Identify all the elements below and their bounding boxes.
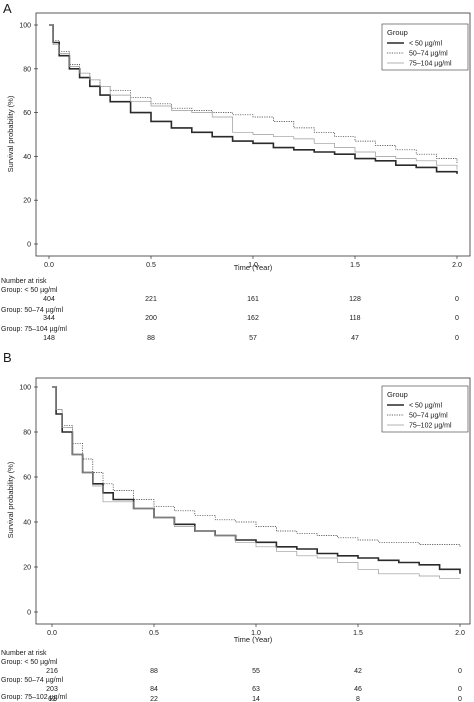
risk-table-a: Number at risk Group: < 50 µg/ml Group: … <box>1 278 459 342</box>
y-tick-label: 40 <box>23 520 31 527</box>
panel-a: A Survival probability (%) Time (Year) 0… <box>1 1 471 342</box>
series-group-a <box>49 24 458 174</box>
legend-label-b-3: 75–102 µg/ml <box>409 423 452 430</box>
risk-count: 57 <box>249 335 257 342</box>
y-tick-label: 0 <box>27 610 31 617</box>
x-ticks-b: 0.0 0.5 1.0 1.5 2.0 <box>47 624 465 637</box>
y-tick-label: 20 <box>23 565 31 572</box>
y-tick-label: 100 <box>19 385 31 392</box>
risk-count: 14 <box>252 696 260 702</box>
risk-group-label-b-2: Group: 50–74 µg/ml <box>1 677 63 684</box>
y-ticks-b: 0 20 40 60 80 100 <box>19 385 38 617</box>
legend-label-b-1: < 50 µg/ml <box>409 403 442 410</box>
y-tick-label: 0 <box>27 242 31 249</box>
legend-title-a: Group <box>387 28 408 37</box>
y-axis-title-a: Survival probability (%) <box>6 95 15 172</box>
series-line-3 <box>49 24 458 170</box>
panel-b: B Survival probability (%) Time (Year) 0… <box>1 350 471 702</box>
risk-count: 148 <box>43 335 55 342</box>
risk-count: 0 <box>455 315 459 322</box>
legend-a: Group < 50 µg/ml 50–74 µg/ml 75–104 µg/m… <box>381 23 469 71</box>
x-tick-label: 0.0 <box>44 262 54 269</box>
risk-count: 200 <box>145 315 157 322</box>
risk-count: 88 <box>147 335 155 342</box>
risk-count: 0 <box>455 335 459 342</box>
x-tick-label: 2.0 <box>455 630 465 637</box>
legend-label-a-2: 50–74 µg/ml <box>409 51 448 58</box>
risk-group-label-a-3: Group: 75–104 µg/ml <box>1 326 67 333</box>
x-tick-label: 0.0 <box>47 630 57 637</box>
panel-label-b: B <box>3 350 12 365</box>
legend-label-b-2: 50–74 µg/ml <box>409 413 448 420</box>
risk-header-b: Number at risk <box>1 650 47 657</box>
y-tick-label: 80 <box>23 66 31 73</box>
series-group-b <box>52 386 461 579</box>
series-line-2 <box>52 386 461 547</box>
legend-box-b <box>381 385 469 433</box>
x-axis-title-b: Time (Year) <box>234 635 273 644</box>
risk-count: 84 <box>150 686 158 693</box>
y-tick-label: 60 <box>23 475 31 482</box>
risk-count: 55 <box>252 668 260 675</box>
y-tick-label: 20 <box>23 198 31 205</box>
risk-count: 0 <box>458 696 462 702</box>
x-tick-label: 0.5 <box>149 630 159 637</box>
y-tick-label: 100 <box>19 23 31 30</box>
risk-count: 128 <box>349 296 361 303</box>
y-ticks-a: 0 20 40 60 80 100 <box>19 23 38 249</box>
risk-count: 0 <box>455 296 459 303</box>
legend-b: Group < 50 µg/ml 50–74 µg/ml 75–102 µg/m… <box>381 385 469 433</box>
risk-count: 0 <box>458 668 462 675</box>
risk-count: 161 <box>247 296 259 303</box>
risk-count: 46 <box>354 686 362 693</box>
y-tick-label: 60 <box>23 110 31 117</box>
risk-count: 162 <box>247 315 259 322</box>
risk-counts-a: 404 221 161 128 0 344 200 162 118 0 148 88 57 47 0 <box>43 296 459 342</box>
risk-count: 404 <box>43 296 55 303</box>
legend-label-a-3: 75–104 µg/ml <box>409 61 452 68</box>
x-tick-label: 0.5 <box>146 262 156 269</box>
y-tick-label: 40 <box>23 154 31 161</box>
risk-count: 47 <box>351 335 359 342</box>
risk-group-label-a-2: Group: 50–74 µg/ml <box>1 307 63 314</box>
series-line-3 <box>52 386 460 579</box>
legend-label-a-1: < 50 µg/ml <box>409 41 442 48</box>
y-tick-label: 80 <box>23 430 31 437</box>
panel-label-a: A <box>3 1 12 16</box>
x-tick-label: 1.0 <box>248 262 258 269</box>
legend-box-a <box>381 23 469 71</box>
risk-count: 0 <box>458 686 462 693</box>
y-axis-title-b: Survival probability (%) <box>6 461 15 538</box>
risk-count: 22 <box>150 696 158 702</box>
risk-count: 203 <box>46 686 58 693</box>
x-tick-label: 1.5 <box>353 630 363 637</box>
risk-count: 88 <box>150 668 158 675</box>
x-axis-title-a: Time (Year) <box>234 263 273 272</box>
risk-header-a: Number at risk <box>1 278 47 285</box>
risk-count: 63 <box>252 686 260 693</box>
series-line-1 <box>49 24 458 174</box>
risk-count: 118 <box>349 315 360 322</box>
x-tick-label: 2.0 <box>452 262 462 269</box>
risk-count: 216 <box>46 668 58 675</box>
risk-count: 8 <box>356 696 360 702</box>
risk-group-label-a-1: Group: < 50 µg/ml <box>1 287 58 294</box>
x-tick-label: 1.5 <box>350 262 360 269</box>
x-ticks-a: 0.0 0.5 1.0 1.5 2.0 <box>44 256 462 269</box>
risk-count: 62 <box>48 696 56 702</box>
risk-count: 344 <box>43 315 55 322</box>
risk-counts-b: 216 88 55 42 0 203 84 63 46 0 62 22 14 8 0 <box>46 668 462 702</box>
legend-title-b: Group <box>387 390 408 399</box>
risk-count: 221 <box>145 296 157 303</box>
risk-table-b: Number at risk Group: < 50 µg/ml Group: … <box>1 650 462 702</box>
x-tick-label: 1.0 <box>251 630 261 637</box>
risk-group-label-b-1: Group: < 50 µg/ml <box>1 659 58 666</box>
plot-frame-b <box>35 377 471 625</box>
risk-group-label-b-3: Group: 75–102 µg/ml <box>1 694 67 701</box>
risk-count: 42 <box>354 668 362 675</box>
